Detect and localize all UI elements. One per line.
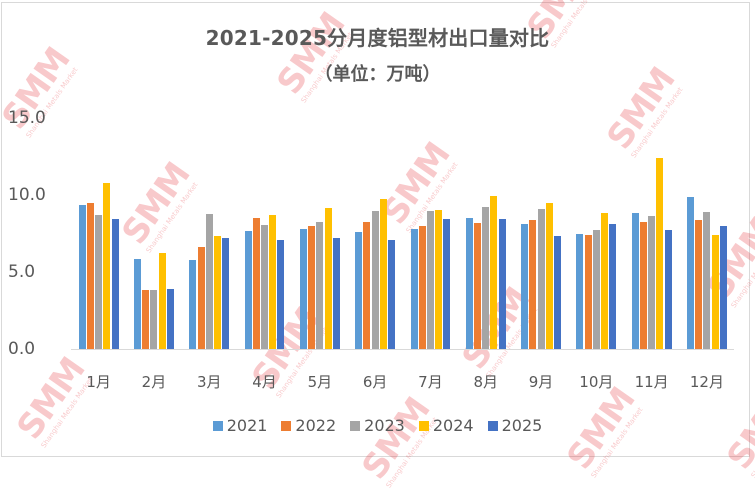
x-tick-label: 2月 — [141, 373, 167, 391]
legend-label: 2025 — [501, 416, 543, 435]
legend-label: 2023 — [364, 416, 405, 435]
bar-2023-3月[interactable] — [205, 214, 213, 349]
bar-2022-3月[interactable] — [197, 247, 205, 349]
bar-2021-7月[interactable] — [410, 228, 418, 349]
bar-2023-10月[interactable] — [592, 230, 600, 349]
legend: 2021 2022 2023 2024 2025 — [0, 416, 755, 435]
bar-2022-9月[interactable] — [529, 219, 537, 349]
bar-2025-8月[interactable] — [498, 218, 506, 349]
bar-2024-4月[interactable] — [269, 215, 277, 349]
bar-2024-10月[interactable] — [601, 212, 609, 349]
chart-title: 2021-2025分月度铝型材出口量对比 — [205, 26, 550, 50]
legend-item-2024[interactable]: 2024 — [418, 416, 474, 435]
bar-2022-10月[interactable] — [584, 235, 592, 349]
bar-2022-7月[interactable] — [418, 225, 426, 349]
bar-2024-5月[interactable] — [324, 208, 332, 349]
bar-2025-9月[interactable] — [553, 235, 561, 349]
y-tick-5: 5.0 — [8, 262, 36, 282]
bar-2025-6月[interactable] — [388, 239, 396, 349]
x-tick-label: 1月 — [86, 373, 111, 391]
legend-swatch-icon — [281, 420, 292, 431]
bar-2023-5月[interactable] — [316, 221, 324, 349]
bar-2021-10月[interactable] — [576, 234, 584, 349]
bar-2021-6月[interactable] — [355, 231, 363, 349]
y-tick-10: 10.0 — [8, 185, 46, 205]
bar-2022-12月[interactable] — [695, 219, 703, 349]
bar-2025-7月[interactable] — [443, 218, 451, 349]
bar-2024-12月[interactable] — [711, 235, 719, 349]
bar-2022-1月[interactable] — [86, 202, 94, 349]
bar-2025-1月[interactable] — [111, 218, 119, 349]
bar-2025-4月[interactable] — [277, 239, 285, 349]
x-tick-label: 7月 — [418, 373, 443, 391]
bar-2024-1月[interactable] — [103, 182, 111, 349]
bar-2023-12月[interactable] — [703, 211, 711, 349]
legend-label: 2022 — [295, 416, 337, 435]
legend-item-2025[interactable]: 2025 — [487, 416, 543, 435]
bar-2024-3月[interactable] — [213, 235, 221, 349]
chart-subtitle: （单位：万吨） — [314, 64, 441, 85]
legend-swatch-icon — [418, 420, 429, 431]
bar-2021-8月[interactable] — [465, 218, 473, 349]
x-axis-line — [71, 349, 734, 350]
legend-label: 2024 — [432, 416, 474, 435]
bar-2022-2月[interactable] — [142, 289, 150, 349]
legend-item-2021[interactable]: 2021 — [212, 416, 268, 435]
bar-2021-5月[interactable] — [299, 228, 307, 349]
bar-2022-8月[interactable] — [474, 222, 482, 349]
bar-2023-1月[interactable] — [95, 215, 103, 349]
x-tick-label: 12月 — [689, 373, 724, 391]
x-tick-label: 3月 — [196, 373, 222, 391]
bar-2024-7月[interactable] — [435, 210, 443, 349]
x-tick-label: 4月 — [252, 373, 277, 391]
x-tick-label: 8月 — [473, 373, 499, 391]
bar-2022-6月[interactable] — [363, 221, 371, 349]
bar-2022-11月[interactable] — [639, 221, 647, 349]
y-tick-15: 15.0 — [8, 108, 46, 128]
bar-2023-2月[interactable] — [150, 289, 158, 349]
bar-2025-11月[interactable] — [664, 230, 672, 349]
bar-2024-11月[interactable] — [656, 158, 664, 349]
bar-2022-5月[interactable] — [308, 225, 316, 349]
bar-2025-2月[interactable] — [166, 288, 174, 349]
x-tick-label: 10月 — [579, 373, 614, 391]
bar-2025-5月[interactable] — [332, 238, 340, 349]
legend-item-2023[interactable]: 2023 — [350, 416, 405, 435]
bar-2023-11月[interactable] — [648, 215, 656, 349]
bar-2023-6月[interactable] — [371, 211, 379, 349]
x-tick-label: 9月 — [528, 373, 554, 391]
bar-2021-2月[interactable] — [134, 258, 142, 349]
bar-2025-3月[interactable] — [222, 238, 230, 349]
y-tick-0: 0.0 — [8, 339, 36, 359]
bar-2024-2月[interactable] — [158, 252, 166, 349]
legend-item-2022[interactable]: 2022 — [281, 416, 336, 435]
bar-2022-4月[interactable] — [252, 218, 260, 349]
bar-2023-4月[interactable] — [261, 225, 269, 349]
bar-2023-9月[interactable] — [537, 208, 545, 349]
bar-2023-7月[interactable] — [426, 211, 434, 349]
bar-2024-8月[interactable] — [490, 195, 498, 349]
bar-2021-4月[interactable] — [244, 231, 252, 349]
x-tick-label: 11月 — [634, 373, 669, 391]
bar-2024-6月[interactable] — [379, 198, 387, 349]
bar-2021-3月[interactable] — [189, 259, 197, 349]
legend-swatch-icon — [487, 420, 498, 431]
bar-2024-9月[interactable] — [545, 202, 553, 349]
x-tick-label: 5月 — [307, 373, 333, 391]
bar-2021-1月[interactable] — [78, 205, 86, 349]
bar-2021-11月[interactable] — [631, 213, 639, 349]
x-tick-label: 6月 — [362, 373, 388, 391]
bar-2023-8月[interactable] — [482, 207, 490, 349]
bar-2021-12月[interactable] — [687, 197, 695, 349]
bar-2021-9月[interactable] — [521, 224, 529, 349]
legend-swatch-icon — [212, 420, 223, 431]
legend-swatch-icon — [350, 420, 361, 431]
legend-label: 2021 — [226, 416, 268, 435]
bar-2025-12月[interactable] — [719, 225, 727, 349]
bar-2025-10月[interactable] — [609, 224, 617, 349]
